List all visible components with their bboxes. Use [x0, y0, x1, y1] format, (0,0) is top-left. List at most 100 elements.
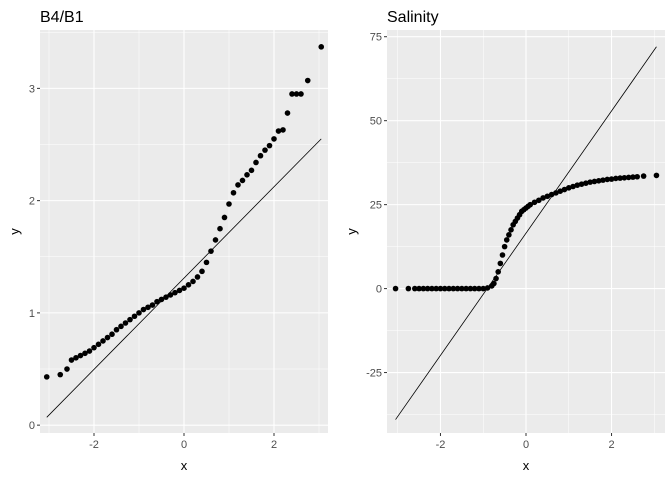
- data-point: [145, 304, 151, 311]
- data-point: [621, 174, 628, 181]
- data-point: [257, 152, 264, 159]
- data-point: [604, 176, 611, 183]
- data-point: [109, 331, 115, 338]
- data-point: [497, 260, 504, 267]
- data-point: [450, 285, 457, 292]
- data-point: [230, 189, 237, 196]
- data-point: [508, 227, 514, 233]
- data-point: [298, 91, 304, 97]
- data-point: [176, 287, 183, 294]
- data-point: [531, 199, 538, 206]
- data-point: [617, 175, 623, 181]
- data-point: [235, 182, 241, 188]
- data-point: [495, 269, 502, 275]
- data-point: [253, 159, 259, 166]
- data-point: [600, 177, 606, 183]
- data-point: [503, 237, 510, 243]
- data-point: [613, 175, 619, 182]
- y-tick-label: 3: [29, 83, 35, 95]
- data-point: [275, 128, 282, 134]
- data-points: [392, 172, 660, 292]
- y-tick-label: 0: [29, 420, 35, 432]
- data-point: [587, 179, 593, 185]
- data-point: [104, 334, 111, 341]
- data-point: [217, 225, 223, 232]
- data-point: [82, 350, 88, 357]
- data-point: [226, 201, 232, 207]
- data-point: [412, 285, 418, 292]
- data-point: [304, 77, 311, 84]
- y-tick-label: 50: [370, 116, 382, 128]
- data-point: [262, 147, 268, 153]
- y-tick-label: -25: [366, 368, 382, 380]
- panel-title: Salinity: [387, 9, 439, 26]
- axes: -2 0 2 -25 0 25 50 75: [366, 32, 615, 451]
- data-point: [149, 302, 156, 308]
- y-tick-label: 2: [29, 196, 35, 208]
- data-point: [181, 285, 187, 291]
- data-point: [454, 285, 461, 292]
- data-point: [480, 285, 487, 292]
- x-axis-label: x: [181, 458, 188, 473]
- data-point: [199, 268, 205, 275]
- data-point: [459, 285, 465, 292]
- data-point: [467, 285, 474, 292]
- data-point: [392, 285, 399, 292]
- data-point: [653, 172, 660, 179]
- data-point: [574, 182, 581, 188]
- data-point: [491, 280, 497, 287]
- data-point: [167, 292, 174, 298]
- data-point: [424, 285, 431, 292]
- data-point: [95, 341, 102, 348]
- x-tick-label: -2: [436, 439, 446, 451]
- data-point: [113, 326, 120, 333]
- data-point: [57, 371, 64, 378]
- data-point: [136, 310, 142, 316]
- data-point: [127, 316, 133, 323]
- data-point: [591, 178, 598, 185]
- data-point: [506, 232, 512, 238]
- x-tick-label: 0: [523, 439, 529, 451]
- panel-b4-b1: B4/B1 -2 0 2 0 1 2 3 x y: [7, 9, 328, 473]
- x-axis-label: x: [523, 458, 530, 473]
- data-point: [280, 127, 286, 133]
- data-point: [561, 186, 568, 193]
- data-point: [239, 177, 246, 184]
- data-point: [244, 172, 250, 178]
- data-point: [172, 289, 178, 296]
- panel-title: B4/B1: [40, 9, 84, 26]
- data-point: [544, 193, 551, 200]
- data-point: [212, 237, 219, 243]
- data-point: [608, 176, 615, 182]
- y-tick-label: 1: [29, 308, 35, 320]
- data-point: [289, 91, 295, 97]
- data-point: [293, 91, 300, 97]
- data-point: [208, 248, 214, 254]
- data-point: [583, 180, 589, 186]
- data-point: [595, 177, 602, 184]
- y-axis-label: y: [7, 228, 22, 235]
- reference-line: [395, 46, 657, 420]
- data-point: [493, 275, 499, 282]
- data-point: [446, 285, 452, 292]
- data-point: [131, 313, 138, 320]
- data-point: [64, 366, 70, 372]
- y-axis-label: y: [344, 228, 359, 235]
- x-tick-label: 2: [608, 439, 614, 451]
- data-point: [68, 357, 75, 363]
- data-point: [634, 173, 640, 180]
- data-point: [433, 285, 439, 292]
- data-point: [43, 374, 50, 380]
- reference-line: [46, 138, 322, 418]
- data-point: [203, 259, 210, 266]
- data-point: [77, 352, 84, 359]
- data-point: [499, 252, 506, 258]
- data-point: [640, 173, 647, 179]
- data-point: [463, 285, 469, 292]
- data-point: [565, 185, 572, 191]
- data-point: [484, 285, 491, 291]
- data-point: [185, 282, 192, 288]
- data-point: [441, 285, 448, 292]
- data-point: [476, 285, 482, 292]
